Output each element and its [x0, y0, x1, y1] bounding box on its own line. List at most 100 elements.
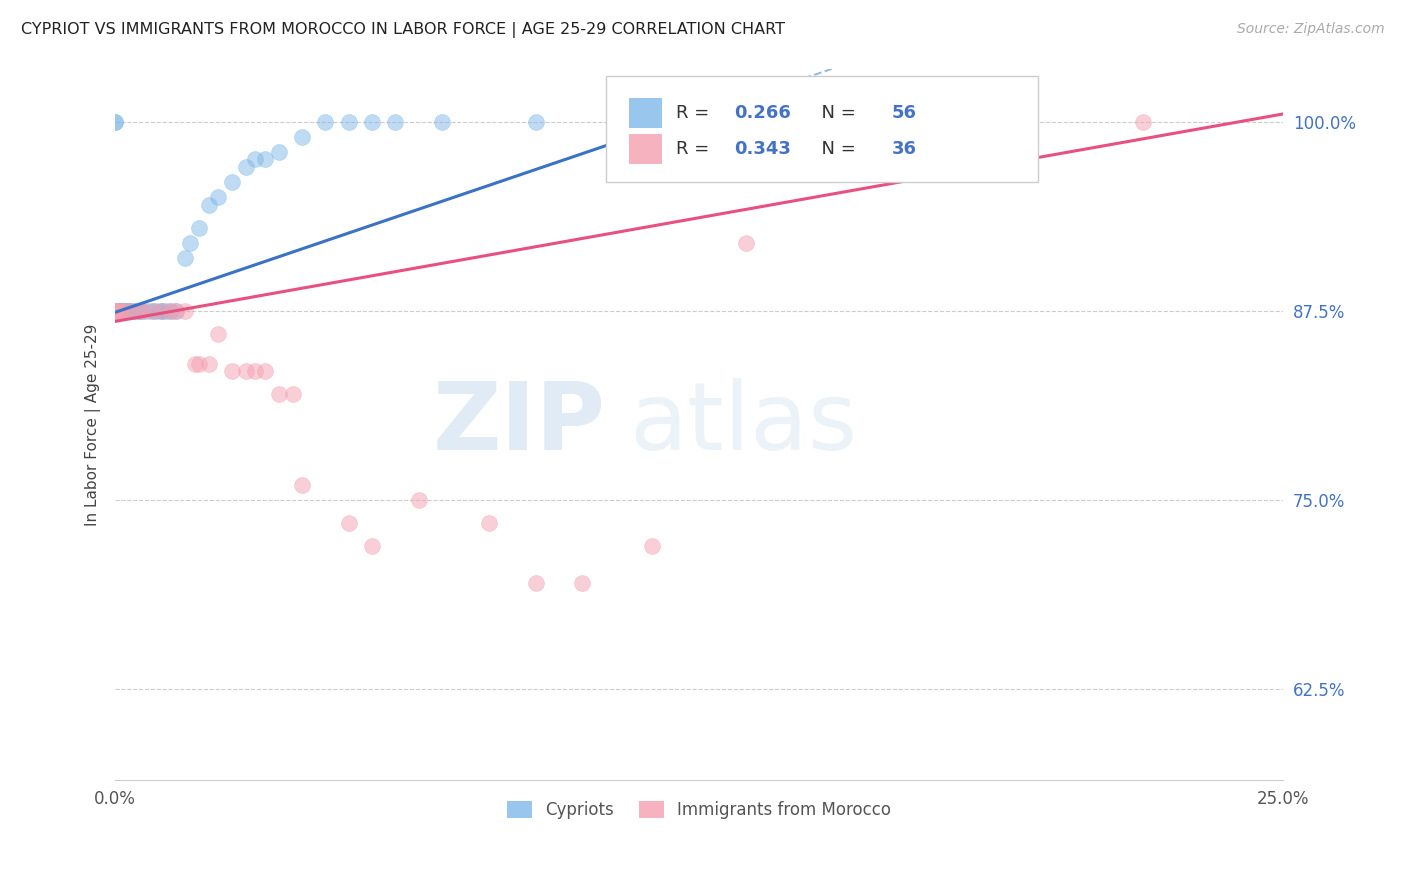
Point	[160, 303, 183, 318]
Point	[221, 175, 243, 189]
Point	[104, 303, 127, 318]
Point	[665, 114, 688, 128]
Point	[104, 114, 127, 128]
Point	[104, 303, 127, 318]
Point	[314, 114, 336, 128]
Y-axis label: In Labor Force | Age 25-29: In Labor Force | Age 25-29	[86, 323, 101, 525]
Point	[361, 114, 384, 128]
Point	[207, 190, 229, 204]
Point	[136, 303, 159, 318]
Text: ZIP: ZIP	[433, 378, 606, 470]
Point	[142, 303, 165, 318]
Point	[104, 303, 127, 318]
Point	[108, 303, 131, 318]
Point	[179, 235, 201, 250]
Point	[122, 303, 145, 318]
Point	[118, 303, 141, 318]
Point	[688, 114, 710, 128]
Point	[118, 303, 141, 318]
Text: atlas: atlas	[628, 378, 858, 470]
Text: 0.266: 0.266	[734, 104, 792, 122]
Point	[188, 220, 211, 235]
Point	[432, 114, 454, 128]
Point	[291, 478, 314, 492]
Point	[104, 303, 127, 318]
Point	[108, 303, 131, 318]
Point	[128, 303, 150, 318]
Point	[188, 357, 211, 371]
Point	[235, 160, 257, 174]
Point	[641, 114, 664, 128]
Point	[142, 303, 165, 318]
Point	[155, 303, 177, 318]
Text: R =: R =	[676, 104, 714, 122]
Point	[104, 303, 127, 318]
Point	[734, 235, 756, 250]
Point	[197, 357, 219, 371]
Point	[245, 153, 267, 167]
Point	[235, 364, 257, 378]
Point	[114, 303, 136, 318]
Point	[108, 303, 131, 318]
Point	[207, 326, 229, 341]
Point	[104, 303, 127, 318]
Point	[122, 303, 145, 318]
Point	[104, 303, 127, 318]
Point	[524, 114, 547, 128]
Point	[104, 303, 127, 318]
Point	[245, 364, 267, 378]
Text: N =: N =	[810, 104, 862, 122]
Point	[104, 303, 127, 318]
Point	[253, 364, 276, 378]
Text: Source: ZipAtlas.com: Source: ZipAtlas.com	[1237, 22, 1385, 37]
Point	[174, 303, 197, 318]
Point	[118, 303, 141, 318]
Point	[104, 303, 127, 318]
Point	[108, 303, 131, 318]
Point	[128, 303, 150, 318]
Point	[108, 303, 131, 318]
Point	[132, 303, 155, 318]
Point	[108, 303, 131, 318]
Point	[114, 303, 136, 318]
Point	[221, 364, 243, 378]
Point	[384, 114, 406, 128]
Point	[108, 303, 131, 318]
Point	[150, 303, 173, 318]
Point	[408, 493, 430, 508]
Point	[165, 303, 187, 318]
Legend: Cypriots, Immigrants from Morocco: Cypriots, Immigrants from Morocco	[501, 794, 898, 825]
Point	[174, 251, 197, 265]
Point	[150, 303, 173, 318]
Point	[478, 516, 501, 530]
Point	[337, 516, 360, 530]
Point	[165, 303, 187, 318]
Point	[104, 303, 127, 318]
Point	[104, 303, 127, 318]
Point	[183, 357, 205, 371]
FancyBboxPatch shape	[606, 76, 1038, 182]
Text: 56: 56	[891, 104, 917, 122]
Text: R =: R =	[676, 140, 714, 158]
Point	[128, 303, 150, 318]
Text: CYPRIOT VS IMMIGRANTS FROM MOROCCO IN LABOR FORCE | AGE 25-29 CORRELATION CHART: CYPRIOT VS IMMIGRANTS FROM MOROCCO IN LA…	[21, 22, 785, 38]
Point	[337, 114, 360, 128]
Point	[641, 539, 664, 553]
Point	[146, 303, 169, 318]
Point	[267, 387, 290, 401]
Point	[114, 303, 136, 318]
Point	[197, 198, 219, 212]
Point	[160, 303, 183, 318]
Point	[267, 145, 290, 159]
Point	[104, 303, 127, 318]
Text: N =: N =	[810, 140, 862, 158]
Point	[571, 576, 593, 591]
Point	[118, 303, 141, 318]
FancyBboxPatch shape	[628, 134, 662, 164]
Point	[1132, 114, 1154, 128]
Text: 36: 36	[891, 140, 917, 158]
Point	[104, 114, 127, 128]
Point	[281, 387, 304, 401]
Point	[361, 539, 384, 553]
Point	[150, 303, 173, 318]
